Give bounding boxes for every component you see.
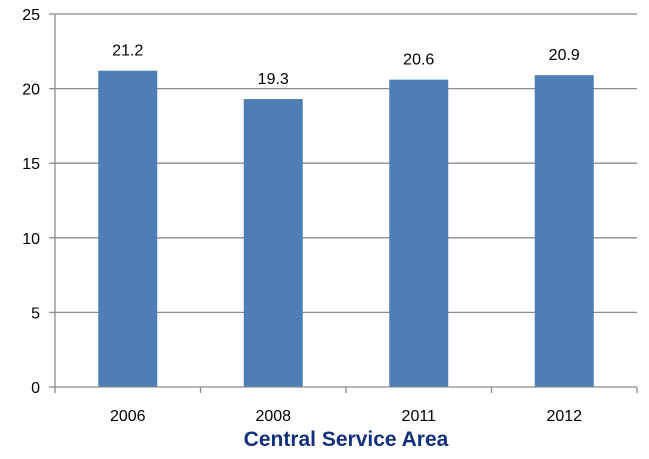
x-tick-label-2008: 2008: [255, 408, 291, 425]
y-tick-label-15: 15: [22, 156, 40, 173]
data-label-2008: 19.3: [258, 71, 289, 88]
x-tick-label-2012: 2012: [546, 408, 582, 425]
x-tick-labels: 2006 2008 2011 2012: [110, 408, 582, 425]
bar-2008: [243, 99, 303, 387]
data-label-2006: 21.2: [112, 43, 143, 60]
axes: [54, 14, 638, 393]
y-tick-label-5: 5: [31, 305, 40, 322]
y-tick-label-20: 20: [22, 82, 40, 99]
data-label-2012: 20.9: [549, 47, 580, 64]
y-tick-label-10: 10: [22, 231, 40, 248]
bar-2011: [389, 79, 449, 387]
x-axis-title: Central Service Area: [244, 428, 449, 451]
x-tick-label-2011: 2011: [402, 408, 437, 425]
bar-2006: [98, 70, 158, 388]
bars: [98, 70, 594, 388]
data-labels: 21.2 19.3 20.6 20.9: [112, 43, 580, 88]
y-tick-label-0: 0: [31, 380, 40, 397]
data-label-2011: 20.6: [403, 52, 434, 69]
bar-2012: [534, 75, 594, 387]
y-tick-label-25: 25: [22, 7, 40, 24]
y-tick-labels: 0 5 10 15 20 25: [22, 7, 40, 397]
x-tick-label-2006: 2006: [110, 408, 146, 425]
